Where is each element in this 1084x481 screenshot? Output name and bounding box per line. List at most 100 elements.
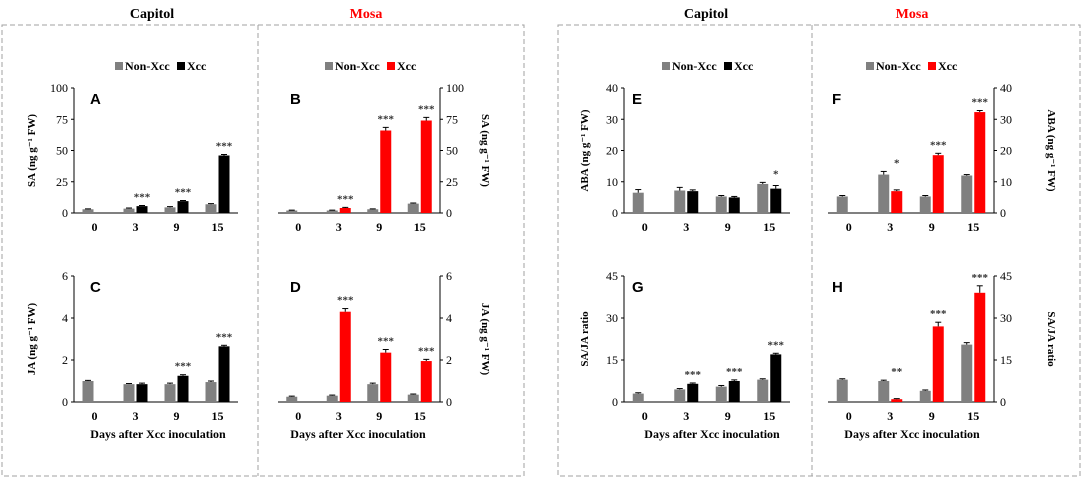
bar-non-xcc-9 — [919, 196, 931, 213]
y-axis-label: SA (ng g⁻¹ FW) — [479, 114, 491, 187]
bar-non-xcc-3 — [326, 395, 338, 402]
header-right-mosa: Mosa — [896, 7, 929, 22]
panel-letter: D — [290, 279, 301, 296]
y-tick-label: 20 — [1000, 144, 1012, 158]
significance-marker: *** — [972, 272, 989, 284]
header-left-mosa: Mosa — [350, 7, 383, 22]
bar-non-xcc-15 — [407, 203, 419, 213]
x-tick-label: 9 — [929, 220, 935, 234]
bar-non-xcc-9 — [164, 207, 176, 213]
y-tick-label: 0 — [612, 395, 618, 409]
bar-xcc-3 — [687, 383, 699, 402]
y-tick-label: 15 — [1000, 353, 1012, 367]
y-tick-label: 10 — [1000, 175, 1012, 189]
significance-marker: *** — [378, 113, 395, 125]
y-tick-label: 50 — [56, 144, 68, 158]
bar-xcc-15 — [770, 188, 782, 213]
bar-xcc-3 — [891, 399, 903, 402]
y-tick-label: 0 — [446, 206, 452, 220]
legend-label-non-xcc: Non-Xcc — [672, 59, 717, 73]
bar-non-xcc-9 — [367, 384, 379, 402]
significance-marker: *** — [930, 139, 947, 151]
y-tick-label: 2 — [446, 353, 452, 367]
y-tick-label: 40 — [1000, 81, 1012, 95]
x-tick-label: 9 — [174, 220, 180, 234]
bar-non-xcc-15 — [407, 394, 419, 402]
panel-letter: F — [832, 91, 841, 108]
bar-xcc-9 — [380, 352, 392, 402]
y-tick-label: 45 — [606, 269, 618, 283]
y-tick-label: 30 — [606, 311, 618, 325]
significance-marker: *** — [134, 192, 151, 204]
panel-letter: A — [90, 91, 101, 108]
legend-swatch-xcc — [928, 62, 936, 70]
bar-non-xcc-3 — [878, 174, 890, 213]
legend-swatch-xcc — [177, 62, 185, 70]
legend-label-non-xcc: Non-Xcc — [335, 59, 380, 73]
x-tick-label: 15 — [212, 220, 224, 234]
x-tick-label: 0 — [295, 220, 301, 234]
bar-non-xcc-3 — [878, 381, 890, 402]
bar-xcc-9 — [728, 197, 740, 213]
bar-non-xcc-9 — [164, 384, 176, 402]
significance-marker: *** — [930, 308, 947, 320]
bar-xcc-9 — [932, 326, 944, 402]
significance-marker: *** — [216, 141, 233, 153]
panel-letter: G — [632, 279, 644, 296]
legend-swatch-xcc — [387, 62, 395, 70]
y-tick-label: 0 — [1000, 395, 1006, 409]
y-tick-label: 30 — [606, 112, 618, 126]
chart-panel-h: 0 15 30 45 SA/JA ratio H 0 3 ** 9 *** 15 *** — [828, 269, 1057, 423]
bar-xcc-15 — [218, 346, 230, 402]
significance-marker: *** — [726, 366, 743, 378]
bar-xcc-3 — [136, 206, 148, 213]
chart-panel-g: 0 15 30 45 SA/JA ratio G 0 3 *** 9 *** 15 *** — [579, 269, 790, 423]
bar-non-xcc-3 — [123, 208, 135, 213]
significance-marker: * — [773, 168, 779, 180]
bar-non-xcc-0 — [836, 196, 848, 213]
bar-non-xcc-15 — [961, 175, 973, 213]
legend-swatch-non-xcc — [325, 62, 333, 70]
y-tick-label: 75 — [56, 112, 68, 126]
xlabel-right-mosa: Days after Xcc inoculation — [844, 427, 980, 441]
chart-panel-c: 0 2 4 6 JA (ng g⁻¹ FW) C 0 3 9 *** 15 *** — [26, 269, 238, 423]
significance-marker: *** — [418, 345, 435, 357]
y-tick-label: 25 — [446, 175, 458, 189]
x-tick-label: 0 — [846, 220, 852, 234]
bar-non-xcc-15 — [961, 344, 973, 402]
bar-non-xcc-3 — [123, 384, 135, 402]
bar-non-xcc-0 — [286, 396, 298, 402]
y-tick-label: 2 — [62, 353, 68, 367]
chart-panel-d: 0 2 4 6 JA (ng g⁻¹ FW) D 0 3 *** 9 *** 15 *** — [278, 269, 491, 423]
significance-marker: *** — [216, 331, 233, 343]
legend-swatch-non-xcc — [662, 62, 670, 70]
bar-xcc-15 — [420, 120, 432, 213]
bar-non-xcc-3 — [674, 190, 686, 213]
bar-non-xcc-0 — [82, 209, 94, 213]
xlabel-left-mosa: Days after Xcc inoculation — [290, 427, 426, 441]
bar-xcc-15 — [974, 292, 986, 402]
right-frame — [557, 24, 1081, 477]
legend-label-non-xcc: Non-Xcc — [876, 59, 921, 73]
bar-non-xcc-15 — [757, 379, 769, 402]
bar-xcc-3 — [339, 208, 351, 213]
bar-non-xcc-0 — [836, 379, 848, 402]
bar-non-xcc-9 — [715, 386, 727, 402]
significance-marker: *** — [972, 97, 989, 109]
y-axis-label: SA/JA ratio — [579, 311, 591, 367]
x-tick-label: 3 — [887, 220, 893, 234]
bar-non-xcc-0 — [632, 393, 644, 402]
x-tick-label: 0 — [642, 220, 648, 234]
y-tick-label: 0 — [1000, 206, 1006, 220]
x-tick-label: 15 — [212, 409, 224, 423]
bar-xcc-3 — [891, 191, 903, 213]
x-tick-label: 15 — [414, 409, 426, 423]
x-tick-label: 9 — [725, 409, 731, 423]
x-tick-label: 9 — [725, 220, 731, 234]
y-tick-label: 20 — [606, 144, 618, 158]
x-tick-label: 15 — [414, 220, 426, 234]
y-tick-label: 0 — [62, 395, 68, 409]
y-tick-label: 0 — [446, 395, 452, 409]
y-tick-label: 0 — [62, 206, 68, 220]
